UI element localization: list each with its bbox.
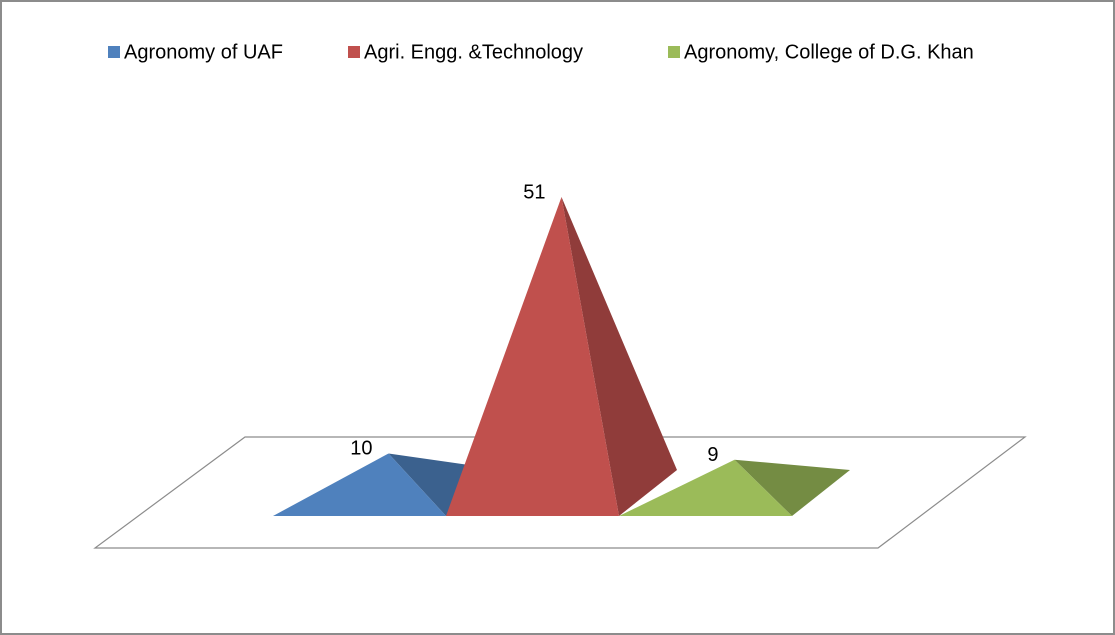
- value-label: 10: [350, 438, 372, 460]
- legend-label: Agri. Engg. &Technology: [364, 41, 583, 63]
- floor: [93, 436, 1027, 549]
- value-label: 51: [523, 181, 545, 203]
- pyramid-side: [561, 197, 677, 516]
- legend-label: Agronomy of UAF: [124, 41, 283, 63]
- legend-swatch: [668, 46, 680, 58]
- value-label: 9: [707, 444, 718, 466]
- pyramid-front: [273, 453, 446, 516]
- legend: Agronomy of UAF Agri. Engg. &Technology Ag…: [108, 41, 974, 63]
- plot-area: 10 51 9: [273, 181, 850, 516]
- pyramid-front: [446, 197, 619, 516]
- legend-swatch: [108, 46, 120, 58]
- pyramid-side: [734, 459, 850, 516]
- legend-label: Agronomy, College of D.G. Khan: [684, 41, 974, 63]
- pyramid-front: [619, 459, 792, 516]
- legend-swatch: [348, 46, 360, 58]
